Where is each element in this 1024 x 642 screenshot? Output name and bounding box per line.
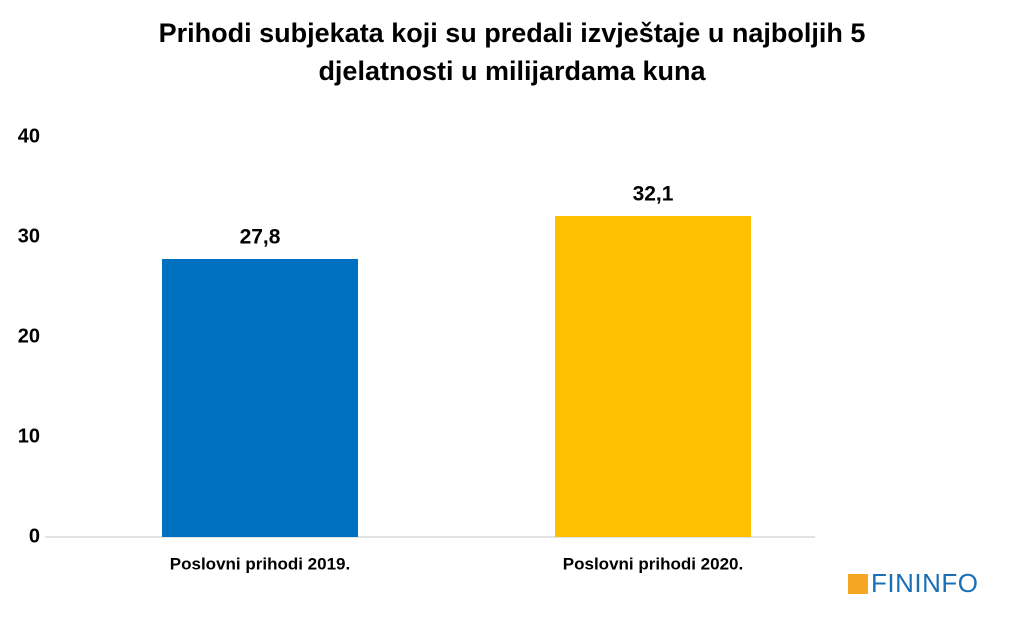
logo-text: FININFO xyxy=(871,568,979,598)
bar xyxy=(162,259,358,537)
chart-title: Prihodi subjekata koji su predali izvješ… xyxy=(158,18,866,86)
y-tick-label: 0 xyxy=(29,525,40,547)
y-tick-label: 40 xyxy=(18,125,40,147)
logo-icon xyxy=(848,573,868,594)
x-tick-label: Poslovni prihodi 2019. xyxy=(170,554,350,573)
bar xyxy=(555,216,751,537)
value-label: 32,1 xyxy=(633,183,674,206)
x-tick-label: Poslovni prihodi 2020. xyxy=(563,554,743,573)
value-label: 27,8 xyxy=(240,226,281,249)
y-tick-label: 20 xyxy=(18,325,40,347)
y-tick-label: 30 xyxy=(18,225,40,247)
y-tick-label: 10 xyxy=(18,425,40,447)
logo: FININFO xyxy=(848,568,979,599)
